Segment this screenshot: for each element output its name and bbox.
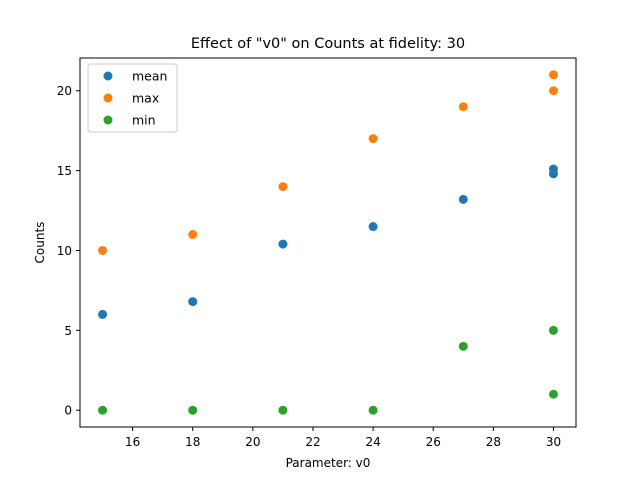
data-point-max (98, 245, 108, 255)
legend-box (87, 63, 178, 133)
data-point-mean (188, 297, 198, 307)
x-tick-label: 28 (486, 435, 501, 449)
data-point-min (458, 341, 468, 351)
plot-area (98, 70, 558, 415)
x-tick-label: 20 (245, 435, 260, 449)
x-tick-label: 26 (426, 435, 441, 449)
data-point-min (98, 405, 108, 415)
data-point-min (548, 389, 558, 399)
x-tick-label: 16 (125, 435, 140, 449)
x-tick-label: 30 (546, 435, 561, 449)
data-point-min (368, 405, 378, 415)
legend-marker-mean (103, 71, 113, 81)
y-tick-label: 15 (57, 164, 72, 178)
y-tick-label: 10 (57, 244, 72, 258)
y-tick-label: 20 (57, 84, 72, 98)
data-point-mean (458, 194, 468, 204)
legend-marker-max (103, 93, 113, 103)
x-axis-label: Parameter: v0 (286, 456, 371, 470)
data-point-mean (548, 164, 558, 174)
y-axis-label: Counts (33, 222, 47, 264)
data-point-min (188, 405, 198, 415)
legend-label-max: max (132, 91, 159, 106)
data-point-mean (278, 239, 288, 249)
data-point-max (278, 182, 288, 192)
data-point-max (548, 86, 558, 96)
x-tick-label: 24 (365, 435, 380, 449)
data-point-max (548, 70, 558, 80)
legend-label-min: min (132, 113, 156, 128)
x-tick-label: 22 (305, 435, 320, 449)
legend-marker-min (103, 115, 113, 125)
legend: mean max min (87, 63, 178, 133)
x-tick-label: 18 (185, 435, 200, 449)
data-point-mean (98, 309, 108, 319)
data-point-mean (368, 222, 378, 232)
chart-title: Effect of "v0" on Counts at fidelity: 30 (191, 36, 465, 52)
y-tick-label: 0 (64, 404, 72, 418)
legend-label-mean: mean (132, 69, 167, 84)
data-point-min (278, 405, 288, 415)
data-point-max (188, 230, 198, 240)
axes-frame (79, 57, 577, 428)
data-point-min (548, 325, 558, 335)
data-point-max (458, 102, 468, 112)
data-point-max (368, 134, 378, 144)
axis-ticks: 16 18 20 22 24 26 28 30 0 5 10 15 20 (57, 84, 561, 449)
y-tick-label: 5 (64, 324, 72, 338)
